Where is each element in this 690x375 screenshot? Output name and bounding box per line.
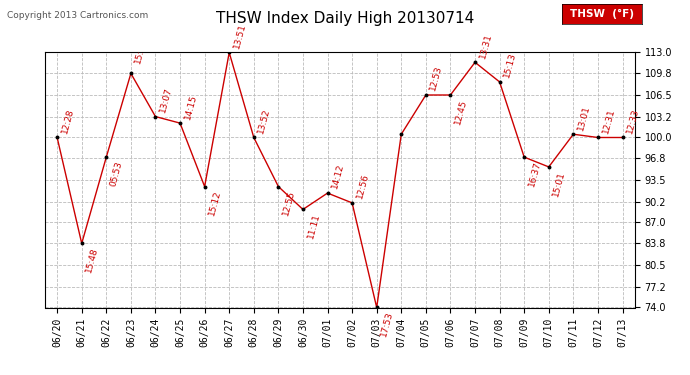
Text: 15:: 15: xyxy=(134,49,146,65)
Text: 12:31: 12:31 xyxy=(601,107,616,134)
Text: 14:15: 14:15 xyxy=(183,93,198,120)
Text: 17:53: 17:53 xyxy=(380,310,395,338)
Text: 15:13: 15:13 xyxy=(502,52,518,79)
Point xyxy=(322,190,333,196)
Point xyxy=(396,131,407,137)
Point xyxy=(593,135,604,141)
Point xyxy=(568,131,579,137)
Point xyxy=(445,92,456,98)
Point xyxy=(273,183,284,189)
Text: Copyright 2013 Cartronics.com: Copyright 2013 Cartronics.com xyxy=(7,11,148,20)
Point xyxy=(150,114,161,120)
Point xyxy=(371,304,382,310)
Point xyxy=(126,70,137,76)
Point xyxy=(543,164,554,170)
Text: THSW  (°F): THSW (°F) xyxy=(570,9,634,19)
Text: 13:01: 13:01 xyxy=(576,104,591,131)
Point xyxy=(617,135,628,141)
Point xyxy=(101,154,112,160)
Point xyxy=(76,240,87,246)
Point xyxy=(175,120,186,126)
Point xyxy=(297,206,308,212)
Point xyxy=(346,200,357,206)
Text: 14:12: 14:12 xyxy=(331,163,346,190)
Text: 15:01: 15:01 xyxy=(551,170,567,197)
Text: 16:37: 16:37 xyxy=(527,160,542,188)
Text: 13:52: 13:52 xyxy=(257,107,272,134)
Text: 05:53: 05:53 xyxy=(109,160,124,188)
Text: 12:55: 12:55 xyxy=(281,190,297,217)
Text: 12:33: 12:33 xyxy=(625,107,640,134)
Text: 12:53: 12:53 xyxy=(428,65,444,92)
Text: 13:31: 13:31 xyxy=(477,32,493,59)
Point xyxy=(224,50,235,55)
Text: 12:56: 12:56 xyxy=(355,172,371,200)
Point xyxy=(52,135,63,141)
Text: 13:07: 13:07 xyxy=(158,86,174,114)
Text: 12:45: 12:45 xyxy=(453,98,469,125)
Text: 15:12: 15:12 xyxy=(208,190,223,217)
Point xyxy=(199,183,210,189)
Point xyxy=(248,135,259,141)
Text: 11:11: 11:11 xyxy=(306,212,321,240)
Text: 15:48: 15:48 xyxy=(84,246,100,274)
Point xyxy=(420,92,431,98)
Text: 12:28: 12:28 xyxy=(60,107,75,134)
Point xyxy=(519,154,530,160)
Text: THSW Index Daily High 20130714: THSW Index Daily High 20130714 xyxy=(216,11,474,26)
Point xyxy=(494,79,505,85)
Point xyxy=(469,59,480,65)
Text: 13:51: 13:51 xyxy=(232,22,248,50)
